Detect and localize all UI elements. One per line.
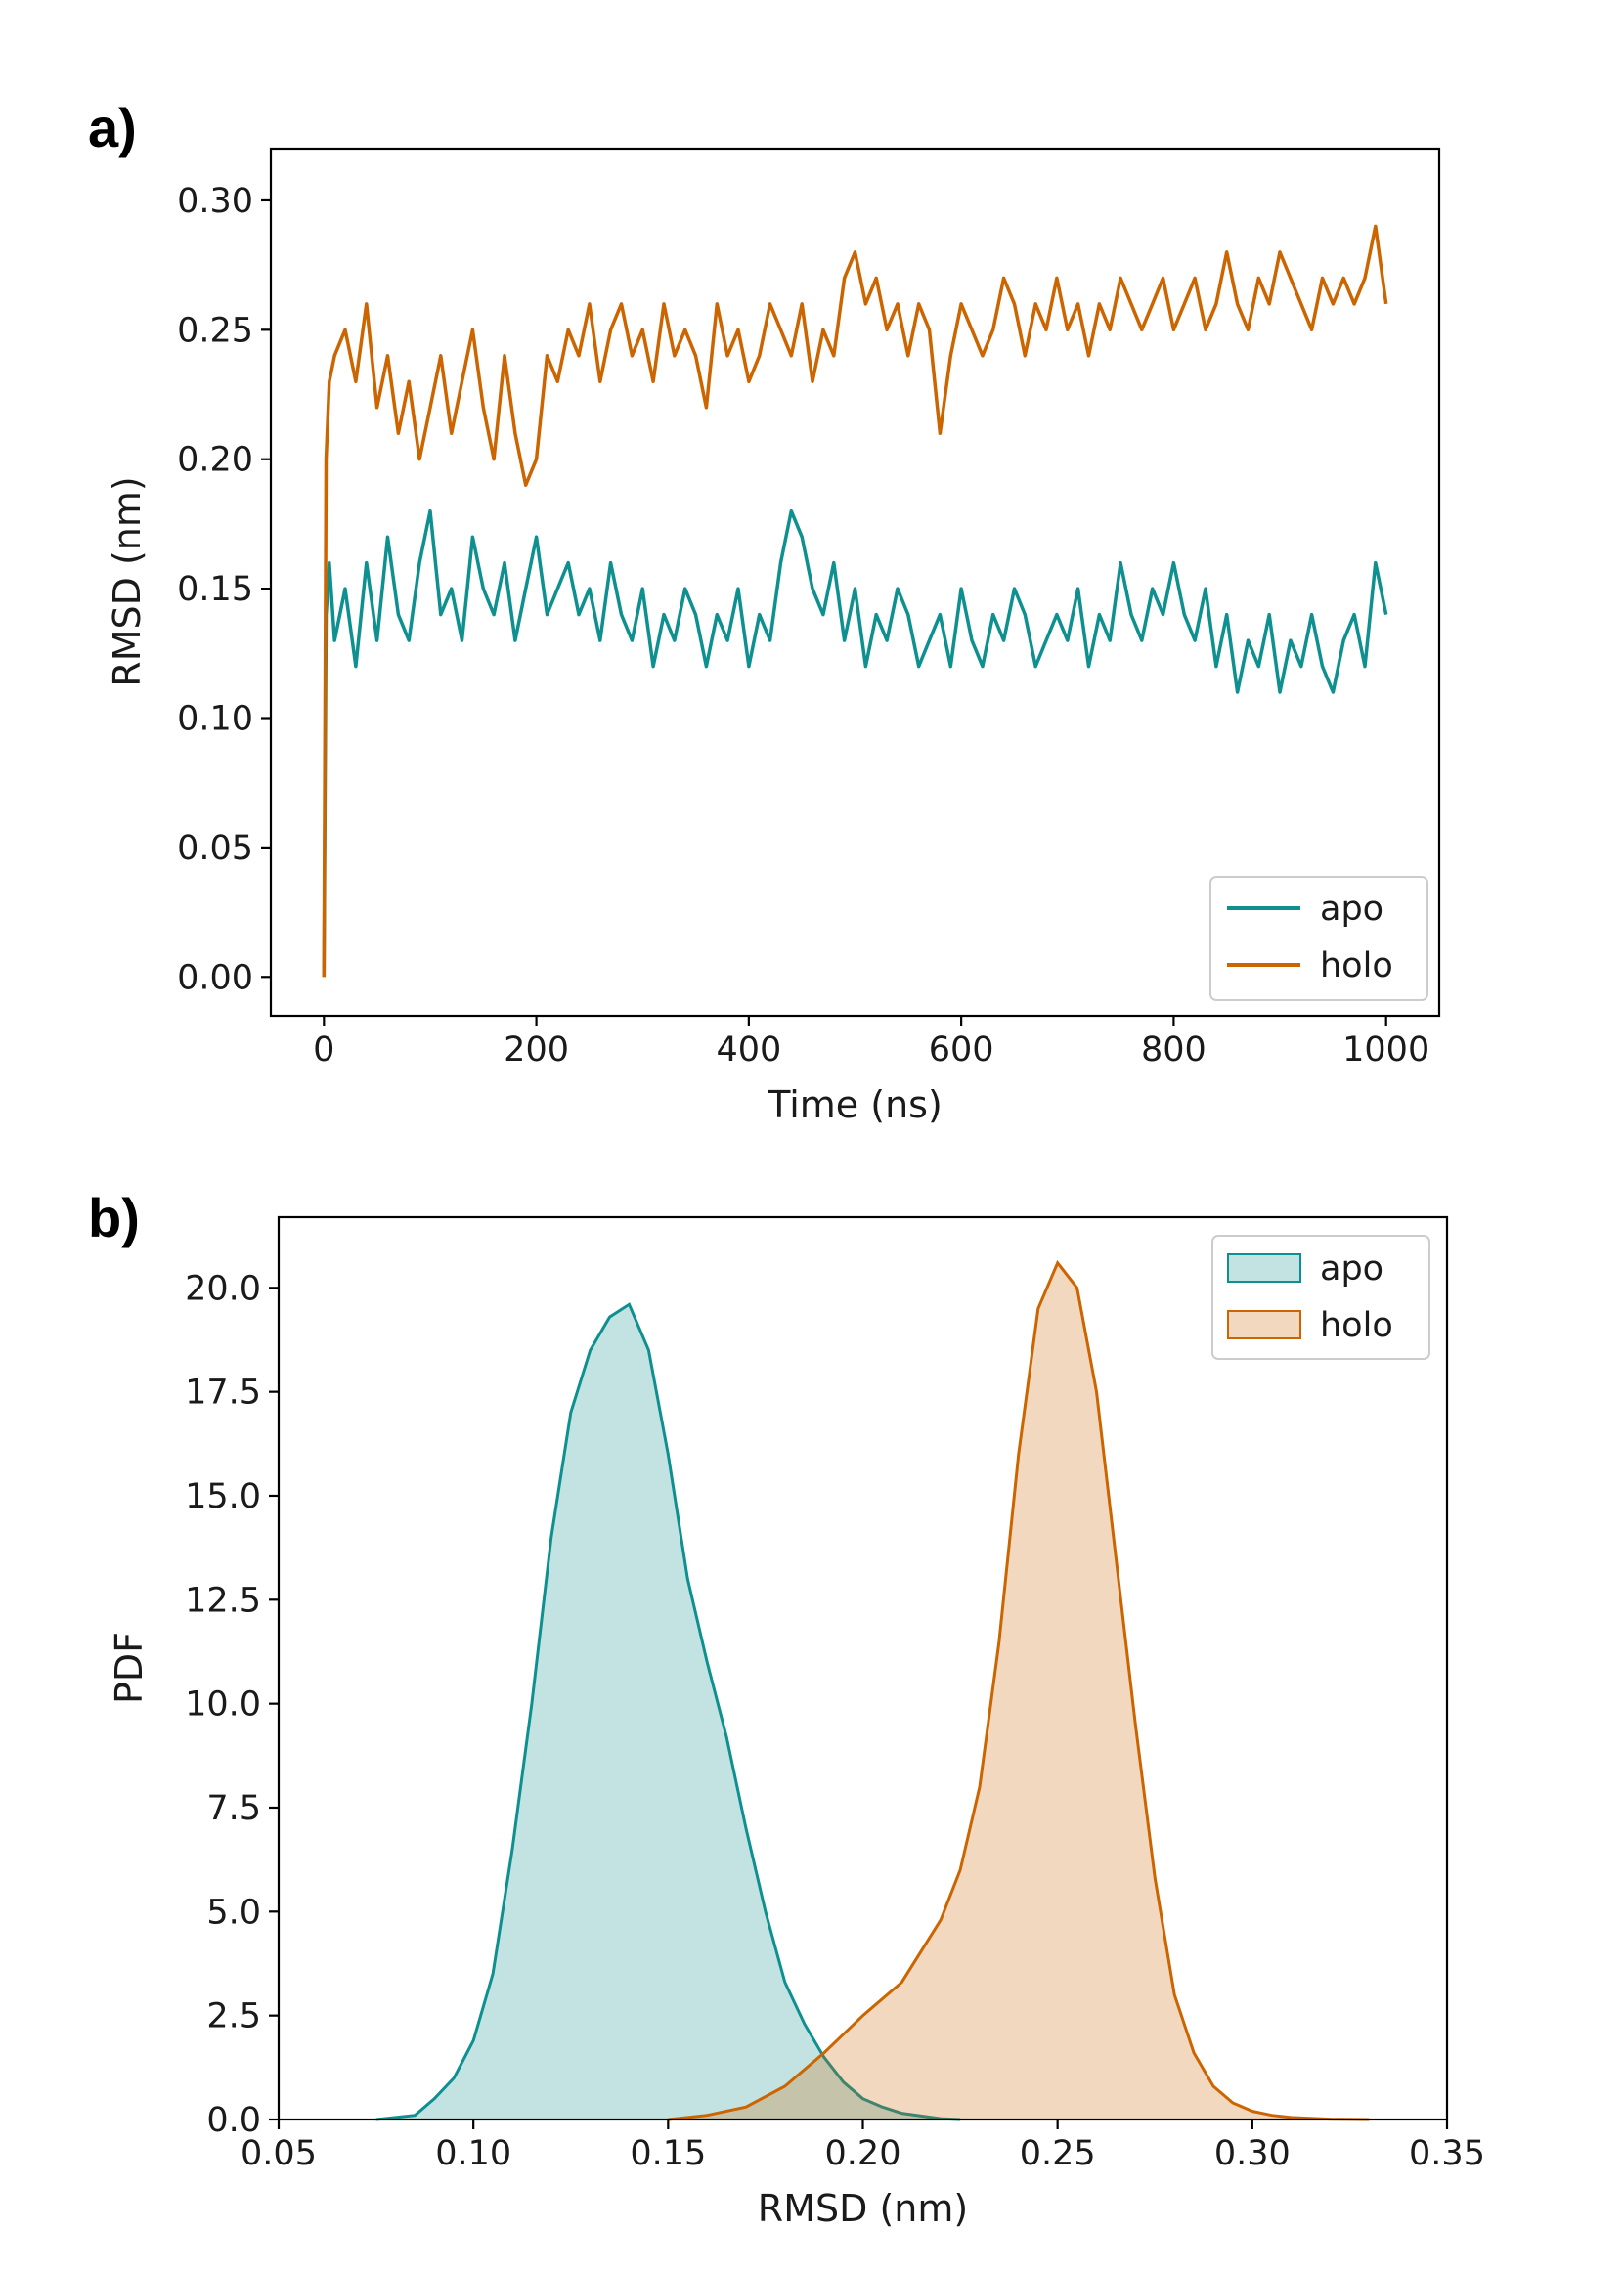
panel-b-x-tick-label: 0.20 [825,2134,901,2173]
panel-a-axes-frame [269,147,1441,1018]
series-holo-line [322,224,1388,978]
panel-b-x-tick-label: 0.35 [1409,2134,1485,2173]
panel-a-y-tick-label: 0.15 [177,570,253,609]
panel-b-x-tick-label: 0.15 [630,2134,706,2173]
panel-b-y-tick-label: 5.0 [206,1893,261,1932]
panel-a-x-tick-label: 600 [929,1030,994,1070]
series-holo-area [668,1262,1370,2120]
panel-a-line-chart: a) 0 200 400 600 800 1000 0.00 0.05 0.10 0.15 0.2… [88,97,1441,1126]
panel-a-y-tick-label: 0.20 [177,441,253,480]
panel-b-y-tick-label: 0.0 [206,2101,261,2140]
legend-holo-swatch [1227,1310,1301,1339]
panel-b-y-tick-label: 17.5 [185,1374,261,1413]
panel-a-legend: apo holo [1209,876,1428,1001]
panel-b-x-tick-label: 0.30 [1214,2134,1291,2173]
series-apo-area [375,1304,961,2120]
panel-b-y-axis-label: PDF [108,1632,151,1704]
panel-b-y-tick-label: 20.0 [185,1269,261,1308]
panel-a-y-tick-label: 0.00 [177,958,253,997]
panel-b-x-tick-label: 0.10 [435,2134,511,2173]
panel-b-y-tick-label: 15.0 [185,1477,261,1516]
series-apo-line [322,508,1388,978]
panel-a-y-tick-label: 0.05 [177,829,253,868]
series-holo-outline [668,1259,1370,2121]
panel-a-x-tick-label: 0 [313,1030,334,1070]
panel-a-label: a) [88,97,137,158]
panel-a-y-tick-label: 0.25 [177,311,253,350]
legend-holo-label: holo [1320,1306,1393,1345]
panel-b-x-tick-label: 0.05 [241,2134,317,2173]
panel-a-x-tick-label: 400 [716,1030,781,1070]
panel-b-y-tick-label: 7.5 [206,1789,261,1828]
legend-apo-label: apo [1320,890,1383,929]
panel-b-legend: apo holo [1211,1235,1430,1360]
panel-b-x-axis-label: RMSD (nm) [758,2187,968,2230]
panel-a-x-axis-label: Time (ns) [767,1083,943,1126]
panel-b-y-tick-label: 10.0 [185,1685,261,1725]
panel-a-x-tick-label: 800 [1141,1030,1207,1070]
panel-a-x-tick-label: 1000 [1342,1030,1429,1070]
panel-a-y-tick-label: 0.10 [177,700,253,739]
panel-b-y-tick-label: 2.5 [206,1997,261,2036]
panel-a-y-tick-label: 0.30 [177,182,253,221]
panel-b-x-tick-label: 0.25 [1020,2134,1096,2173]
legend-apo-label: apo [1320,1249,1383,1289]
panel-b-density-chart: b) 0.05 0.10 0.15 0.20 0.25 0.30 0.35 0.0 2.5 5.… [88,1187,1485,2230]
legend-apo-swatch [1227,1253,1301,1283]
series-apo-outline [375,1302,961,2121]
panel-b-y-tick-label: 12.5 [185,1581,261,1620]
panel-b-label: b) [88,1187,140,1248]
panel-a-y-axis-label: RMSD (nm) [106,476,149,686]
legend-holo-label: holo [1320,946,1393,985]
panel-a-x-tick-label: 200 [504,1030,569,1070]
